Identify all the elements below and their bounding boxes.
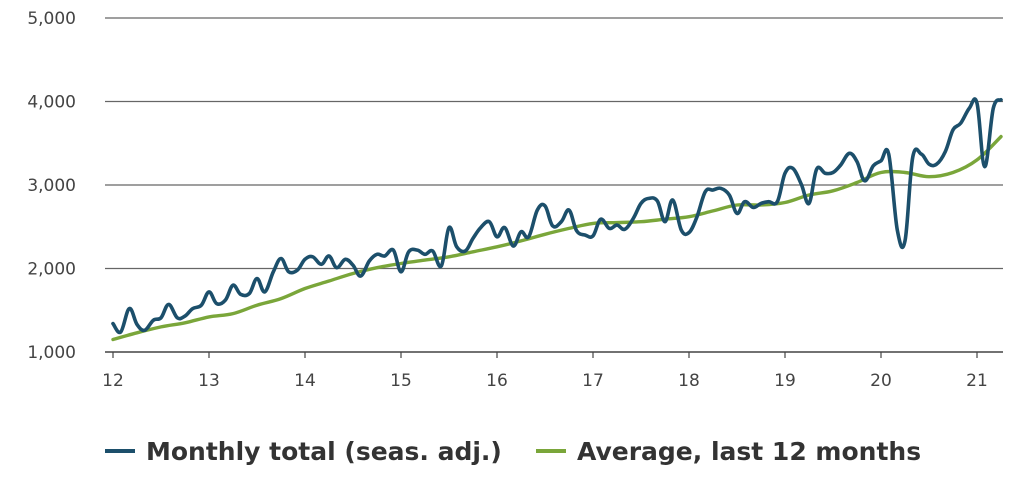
x-tick-label: 15 <box>390 371 412 391</box>
y-tick-label: 4,000 <box>27 93 76 113</box>
x-tick-label: 14 <box>294 371 316 391</box>
x-tick-label: 21 <box>966 371 988 391</box>
x-tick-label: 17 <box>582 371 604 391</box>
legend: Monthly total (seas. adj.) Average, last… <box>105 437 921 466</box>
x-tick-label: 19 <box>774 371 796 391</box>
x-axis-ticks: 12 13 14 15 16 17 18 19 20 21 <box>102 352 988 391</box>
y-tick-label: 3,000 <box>27 176 76 196</box>
x-tick-label: 18 <box>678 371 700 391</box>
x-tick-label: 12 <box>102 371 124 391</box>
x-tick-label: 13 <box>198 371 220 391</box>
y-axis-ticks: 1,000 2,000 3,000 4,000 5,000 <box>27 9 76 363</box>
legend-label-average: Average, last 12 months <box>577 437 921 466</box>
y-tick-label: 2,000 <box>27 260 76 280</box>
series-line-average <box>111 134 1003 342</box>
series-line-monthly <box>111 97 1003 335</box>
y-tick-label: 5,000 <box>27 9 76 29</box>
series-lines <box>111 97 1003 342</box>
x-tick-label: 16 <box>486 371 508 391</box>
legend-label-monthly: Monthly total (seas. adj.) <box>146 437 502 466</box>
x-tick-label: 20 <box>870 371 892 391</box>
y-tick-label: 1,000 <box>27 343 76 363</box>
